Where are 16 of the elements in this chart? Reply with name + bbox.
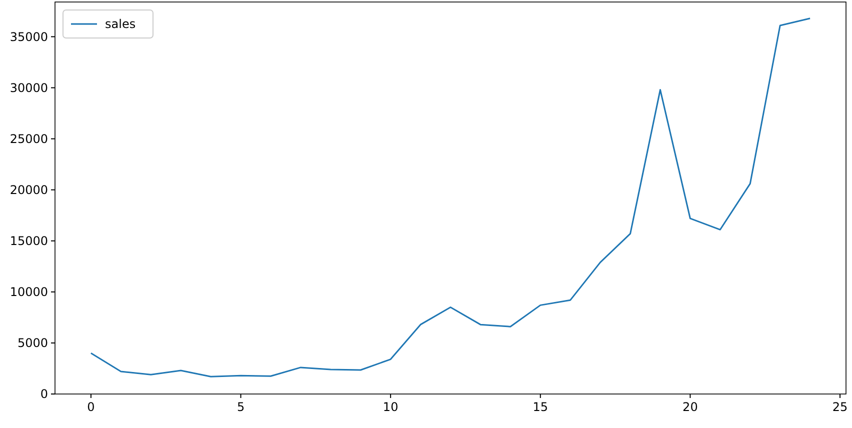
y-tick-label: 20000 [10, 183, 48, 198]
y-tick-label: 25000 [10, 132, 48, 146]
legend-label: sales [105, 17, 136, 32]
y-tick-label: 15000 [10, 234, 48, 248]
line-series [90, 18, 811, 378]
y-tick-label: 35000 [10, 30, 48, 44]
y-tick-label: 30000 [10, 80, 48, 95]
y-tick-label: 10000 [10, 285, 48, 300]
x-tick-label: 0 [87, 400, 95, 414]
y-tick-label: 5000 [17, 336, 48, 350]
y-tick-label: 0 [40, 387, 48, 402]
x-tick-label: 25 [832, 400, 848, 414]
x-tick-label: 5 [236, 400, 245, 414]
x-tick-label: 10 [382, 400, 398, 414]
x-tick-label: 15 [532, 400, 548, 414]
x-tick-label: 20 [682, 400, 698, 414]
